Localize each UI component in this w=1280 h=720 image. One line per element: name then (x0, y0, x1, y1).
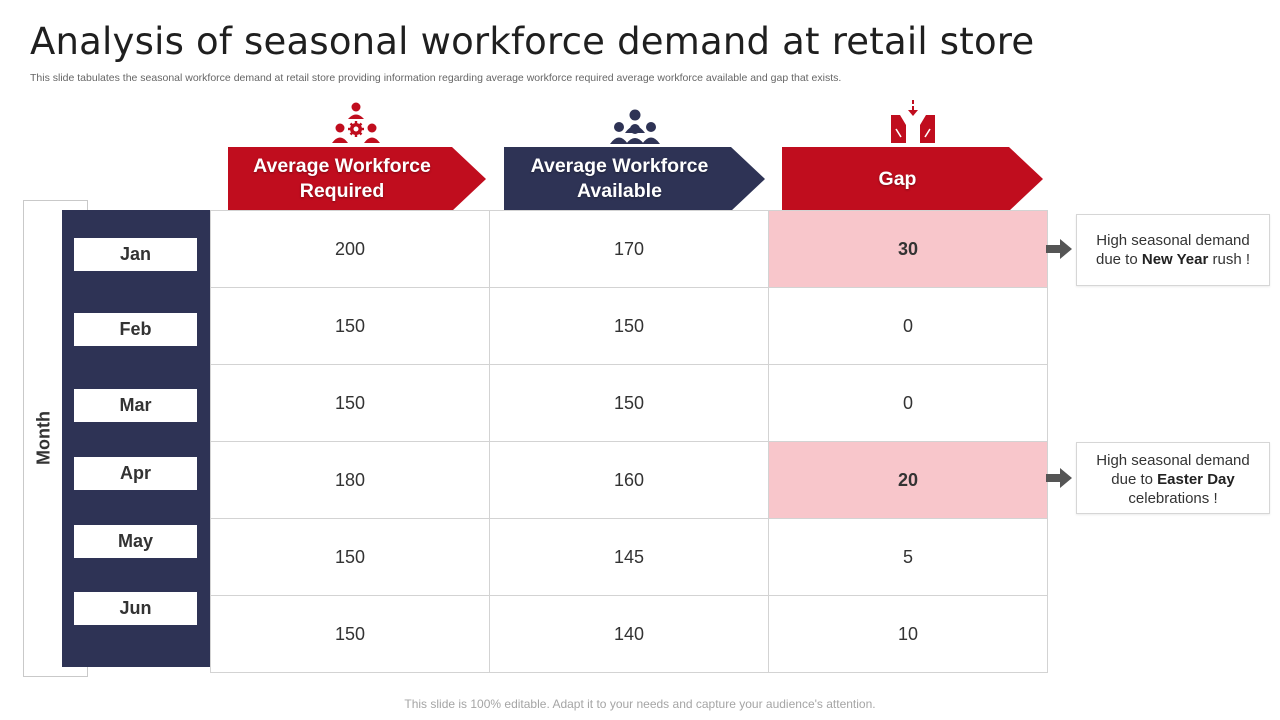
workforce-table: 200 170 30 150 150 0 150 150 0 180 160 20 150 145 5 150… (210, 210, 1048, 673)
table-row: 200 170 30 (210, 210, 1048, 288)
table-row: 150 150 0 (210, 364, 1048, 442)
cell-required: 150 (210, 364, 490, 442)
cell-required: 150 (210, 287, 490, 365)
table-row: 150 150 0 (210, 287, 1048, 365)
column-header-gap: Gap (782, 147, 1043, 211)
cell-available: 150 (489, 364, 769, 442)
slide-footer: This slide is 100% editable. Adapt it to… (404, 697, 876, 711)
note-text: High seasonal demand due to (1096, 452, 1250, 488)
cell-gap: 10 (768, 595, 1048, 673)
month-label-jun: Jun (74, 592, 197, 625)
gap-funnel-icon (891, 100, 935, 143)
cell-gap: 20 (768, 441, 1048, 519)
callout-arrow-icon (1046, 239, 1072, 259)
note-emphasis: Easter Day (1157, 471, 1235, 488)
note-text: rush ! (1208, 251, 1250, 268)
column-header-available: Average Workforce Available (504, 147, 765, 211)
note-emphasis: New Year (1141, 251, 1209, 268)
cell-gap: 5 (768, 518, 1048, 596)
month-label-may: May (74, 525, 197, 558)
cell-required: 180 (210, 441, 490, 519)
table-row: 150 145 5 (210, 518, 1048, 596)
slide-title: Analysis of seasonal workforce demand at… (30, 20, 1035, 63)
note-text: High seasonal demand due to (1095, 232, 1250, 268)
month-axis-label: Month (33, 411, 54, 465)
cell-available: 150 (489, 287, 769, 365)
cell-gap: 0 (768, 287, 1048, 365)
table-row: 150 140 10 (210, 595, 1048, 673)
cell-required: 150 (210, 518, 490, 596)
month-label-jan: Jan (74, 238, 197, 271)
note-text: celebrations ! (1128, 490, 1218, 507)
cell-required: 150 (210, 595, 490, 673)
cell-gap: 30 (768, 210, 1048, 288)
month-label-apr: Apr (74, 457, 197, 490)
cell-available: 160 (489, 441, 769, 519)
callout-note-easter: High seasonal demand due to Easter Day c… (1076, 442, 1270, 514)
callout-note-new-year: High seasonal demand due to New Year rus… (1076, 214, 1270, 286)
slide-subtitle: This slide tabulates the seasonal workfo… (30, 72, 842, 84)
month-panel (62, 210, 210, 667)
cell-gap: 0 (768, 364, 1048, 442)
callout-arrow-icon (1046, 468, 1072, 488)
group-people-icon (610, 109, 660, 144)
cell-available: 145 (489, 518, 769, 596)
cell-required: 200 (210, 210, 490, 288)
cell-available: 170 (489, 210, 769, 288)
month-label-mar: Mar (74, 389, 197, 422)
team-gear-icon (332, 102, 380, 143)
month-label-feb: Feb (74, 313, 197, 346)
table-row: 180 160 20 (210, 441, 1048, 519)
cell-available: 140 (489, 595, 769, 673)
column-header-required: Average Workforce Required (228, 147, 486, 211)
